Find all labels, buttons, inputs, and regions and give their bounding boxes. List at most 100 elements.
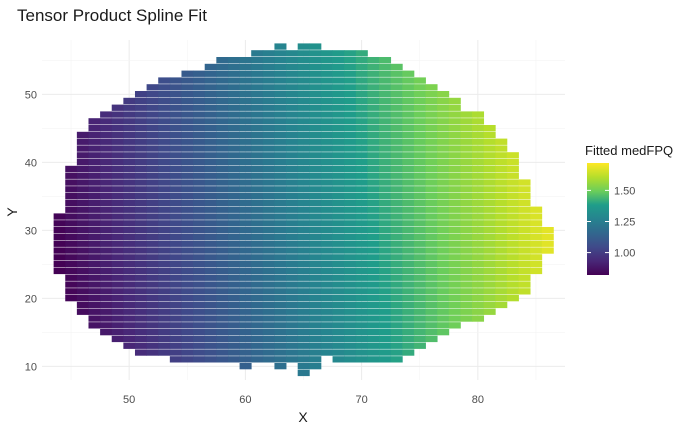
heatmap-cell	[88, 213, 101, 220]
heatmap-cell	[216, 295, 229, 302]
heatmap-cell	[297, 213, 310, 220]
heatmap-cell	[65, 193, 78, 200]
heatmap-cell	[425, 322, 438, 329]
heatmap-cell	[239, 159, 252, 166]
heatmap-cell	[425, 145, 438, 152]
heatmap-cell	[274, 247, 287, 254]
heatmap-cell	[251, 104, 264, 111]
heatmap-cell	[216, 186, 229, 193]
heatmap-cell	[506, 295, 519, 302]
heatmap-cell	[251, 125, 264, 132]
heatmap-cell	[506, 227, 519, 234]
heatmap-cell	[506, 172, 519, 179]
heatmap-cell	[227, 193, 240, 200]
heatmap-cell	[390, 179, 403, 186]
heatmap-cell	[100, 145, 113, 152]
heatmap-cell	[123, 206, 136, 213]
heatmap-cell	[193, 159, 206, 166]
heatmap-cell	[495, 301, 508, 309]
heatmap-cell	[204, 267, 217, 275]
heatmap-cell	[227, 118, 240, 125]
heatmap-cell	[390, 322, 403, 329]
heatmap-cell	[134, 261, 147, 268]
heatmap-cell	[506, 165, 519, 173]
heatmap-cell	[227, 254, 240, 261]
heatmap-cell	[530, 267, 543, 275]
heatmap-cell	[402, 240, 415, 247]
heatmap-cell	[134, 97, 147, 105]
heatmap-cell	[274, 172, 287, 179]
heatmap-cell	[344, 179, 357, 186]
heatmap-cell	[332, 247, 345, 254]
heatmap-cell	[286, 145, 299, 152]
heatmap-cell	[262, 206, 275, 213]
heatmap-cell	[297, 335, 310, 343]
heatmap-cell	[204, 165, 217, 173]
heatmap-cell	[88, 227, 101, 234]
heatmap-cell	[251, 308, 264, 315]
heatmap-cell	[169, 322, 182, 329]
heatmap-cell	[379, 322, 392, 329]
heatmap-cell	[309, 118, 322, 125]
heatmap-cell	[413, 111, 426, 118]
heatmap-cell	[437, 91, 450, 98]
heatmap-cell	[448, 131, 461, 139]
heatmap-cell	[193, 206, 206, 213]
heatmap-cell	[390, 159, 403, 166]
heatmap-cell	[541, 227, 554, 234]
heatmap-cell	[367, 104, 380, 111]
heatmap-cell	[239, 213, 252, 220]
heatmap-cell	[390, 315, 403, 322]
heatmap-cell	[320, 57, 333, 64]
heatmap-cell	[390, 254, 403, 261]
heatmap-cell	[355, 172, 368, 179]
heatmap-cell	[123, 254, 136, 261]
heatmap-cell	[297, 131, 310, 139]
heatmap-cell	[204, 70, 217, 77]
heatmap-cell	[344, 247, 357, 254]
heatmap-cell	[332, 57, 345, 64]
heatmap-cell	[425, 172, 438, 179]
heatmap-cell	[76, 288, 89, 295]
heatmap-cell	[460, 295, 473, 302]
heatmap-cell	[344, 193, 357, 200]
heatmap-cell	[251, 131, 264, 139]
heatmap-cell	[367, 295, 380, 302]
heatmap-cell	[216, 193, 229, 200]
heatmap-cell	[239, 274, 252, 281]
heatmap-cell	[216, 159, 229, 166]
heatmap-cell	[239, 281, 252, 288]
heatmap-cell	[483, 165, 496, 173]
heatmap-cell	[379, 254, 392, 261]
heatmap-cell	[425, 125, 438, 132]
heatmap-cell	[239, 179, 252, 186]
heatmap-cell	[193, 247, 206, 254]
heatmap-cell	[146, 335, 159, 343]
heatmap-cell	[472, 159, 485, 166]
heatmap-cell	[181, 267, 194, 275]
heatmap-cell	[169, 240, 182, 247]
heatmap-cell	[181, 220, 194, 227]
heatmap-cell	[216, 84, 229, 91]
heatmap-cell	[506, 274, 519, 281]
heatmap-cell	[309, 308, 322, 315]
heatmap-cell	[344, 165, 357, 173]
heatmap-cell	[425, 220, 438, 227]
heatmap-cell	[204, 104, 217, 111]
heatmap-cell	[460, 288, 473, 295]
heatmap-cell	[379, 104, 392, 111]
heatmap-cell	[251, 295, 264, 302]
heatmap-cell	[402, 125, 415, 132]
heatmap-cell	[134, 240, 147, 247]
heatmap-cell	[472, 261, 485, 268]
heatmap-cell	[413, 213, 426, 220]
heatmap-cell	[495, 213, 508, 220]
heatmap-cell	[204, 159, 217, 166]
heatmap-cell	[123, 267, 136, 275]
heatmap-cell	[65, 206, 78, 213]
heatmap-cell	[169, 104, 182, 111]
heatmap-cell	[262, 335, 275, 343]
heatmap-cell	[344, 329, 357, 336]
heatmap-cell	[134, 152, 147, 159]
heatmap-cell	[134, 186, 147, 193]
